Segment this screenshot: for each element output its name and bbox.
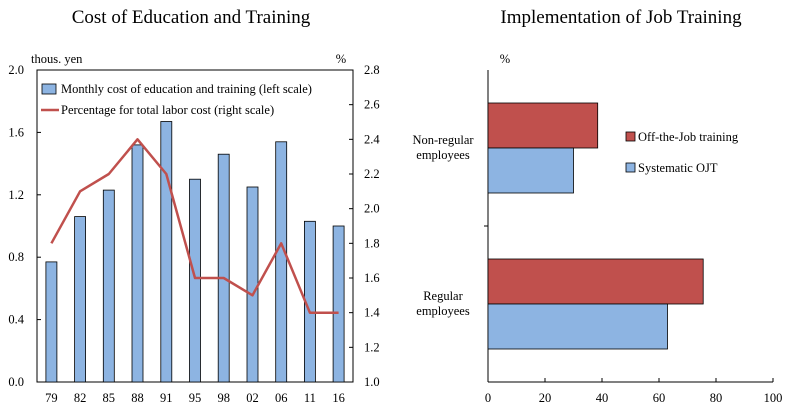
- line-series-labor-cost-percentage: [50, 138, 339, 314]
- left-axis-unit: thous. yen: [31, 52, 83, 66]
- legend-label-systematic-ojt: Systematic OJT: [638, 161, 718, 175]
- right-y-axis-ticks: 1.0 1.2 1.4 1.6 1.8 2.0 2.2 2.4 2.6 2.8: [349, 63, 380, 389]
- x-tick-label: 40: [596, 391, 609, 405]
- x-axis-tick-labels: 79 82 85 88 91 95 98 02 06 11 16: [45, 391, 345, 405]
- x-tick-label-88: 88: [131, 391, 144, 405]
- legend-swatch-monthly-cost: [41, 83, 57, 95]
- hbar-regular-systematic-ojt: [487, 303, 668, 350]
- hbar-non-regular-systematic-ojt: [487, 147, 574, 194]
- category-label-regular: Regular employees: [416, 289, 470, 318]
- line-percentage-labor-cost: [50, 138, 339, 314]
- right-chart-category-labels: Non-regular employees Regular employees: [412, 133, 474, 318]
- bar-79: [45, 261, 58, 383]
- x-tick-label: 80: [710, 391, 723, 405]
- left-tick-label: 0.0: [8, 375, 24, 389]
- left-tick-label: 0.4: [8, 313, 24, 327]
- x-tick-label-82: 82: [74, 391, 87, 405]
- bar-85: [102, 189, 115, 383]
- right-axis-unit: %: [336, 52, 346, 66]
- x-tick-label: 0: [485, 391, 491, 405]
- x-tick-label-98: 98: [217, 391, 230, 405]
- right-chart-unit: %: [500, 52, 510, 66]
- right-tick-label: 1.4: [364, 306, 380, 320]
- left-tick-label: 1.2: [8, 188, 24, 202]
- bar-series-monthly-cost: [45, 121, 345, 383]
- bar-95: [189, 178, 201, 383]
- x-tick-label-02: 02: [246, 391, 259, 405]
- left-tick-label: 0.8: [8, 250, 24, 264]
- right-tick-label: 2.4: [364, 132, 380, 146]
- bar-82: [74, 216, 86, 383]
- legend-swatch-systematic-ojt: [625, 162, 636, 173]
- x-tick-label-79: 79: [45, 391, 58, 405]
- x-tick-label-11: 11: [304, 391, 316, 405]
- x-tick-label-91: 91: [160, 391, 173, 405]
- horizontal-bar-series: [484, 102, 704, 350]
- x-tick-label: 100: [764, 391, 783, 405]
- left-chart-legend: Monthly cost of education and training (…: [41, 82, 312, 117]
- legend-label-monthly-cost: Monthly cost of education and training (…: [61, 82, 312, 96]
- x-tick-label: 20: [539, 391, 552, 405]
- right-chart-title: Implementation of Job Training: [500, 7, 742, 28]
- x-tick-label-85: 85: [103, 391, 116, 405]
- left-tick-label: 2.0: [8, 63, 24, 77]
- x-tick-label-16: 16: [332, 391, 345, 405]
- bar-06: [275, 141, 288, 383]
- bar-02: [246, 186, 259, 383]
- x-tick-label: 60: [653, 391, 666, 405]
- right-tick-label: 1.2: [364, 340, 380, 354]
- bar-98: [217, 153, 230, 383]
- right-chart-legend: Off-the-Job training Systematic OJT: [625, 130, 739, 175]
- right-chart-x-ticks: 0 20 40 60 80 100: [485, 378, 783, 405]
- category-label-non-regular: Non-regular employees: [412, 133, 474, 162]
- hbar-non-regular-off-the-job: [487, 102, 599, 149]
- bar-91: [160, 121, 173, 383]
- right-tick-label: 1.6: [364, 271, 380, 285]
- left-y-axis-ticks: 0.0 0.4 0.8 1.2 1.6 2.0: [8, 63, 41, 389]
- legend-label-labor-cost-percentage: Percentage for total labor cost (right s…: [61, 103, 274, 117]
- x-tick-label-95: 95: [189, 391, 202, 405]
- right-tick-label: 2.6: [364, 98, 380, 112]
- right-tick-label: 1.0: [364, 375, 380, 389]
- legend-label-off-the-job: Off-the-Job training: [638, 130, 739, 144]
- bar-16: [332, 225, 345, 383]
- right-tick-label: 2.0: [364, 202, 380, 216]
- right-tick-label: 1.8: [364, 236, 380, 250]
- cost-of-education-chart: Cost of Education and Training thous. ye…: [8, 7, 380, 405]
- left-tick-label: 1.6: [8, 125, 24, 139]
- right-tick-label: 2.2: [364, 167, 380, 181]
- hbar-regular-off-the-job: [487, 258, 704, 305]
- legend-swatch-off-the-job: [625, 131, 636, 142]
- left-chart-title: Cost of Education and Training: [72, 7, 311, 28]
- implementation-of-job-training-chart: Implementation of Job Training % 0 20 40 60…: [412, 7, 782, 405]
- bar-88: [131, 144, 144, 383]
- x-tick-label-06: 06: [275, 391, 288, 405]
- right-tick-label: 2.8: [364, 63, 380, 77]
